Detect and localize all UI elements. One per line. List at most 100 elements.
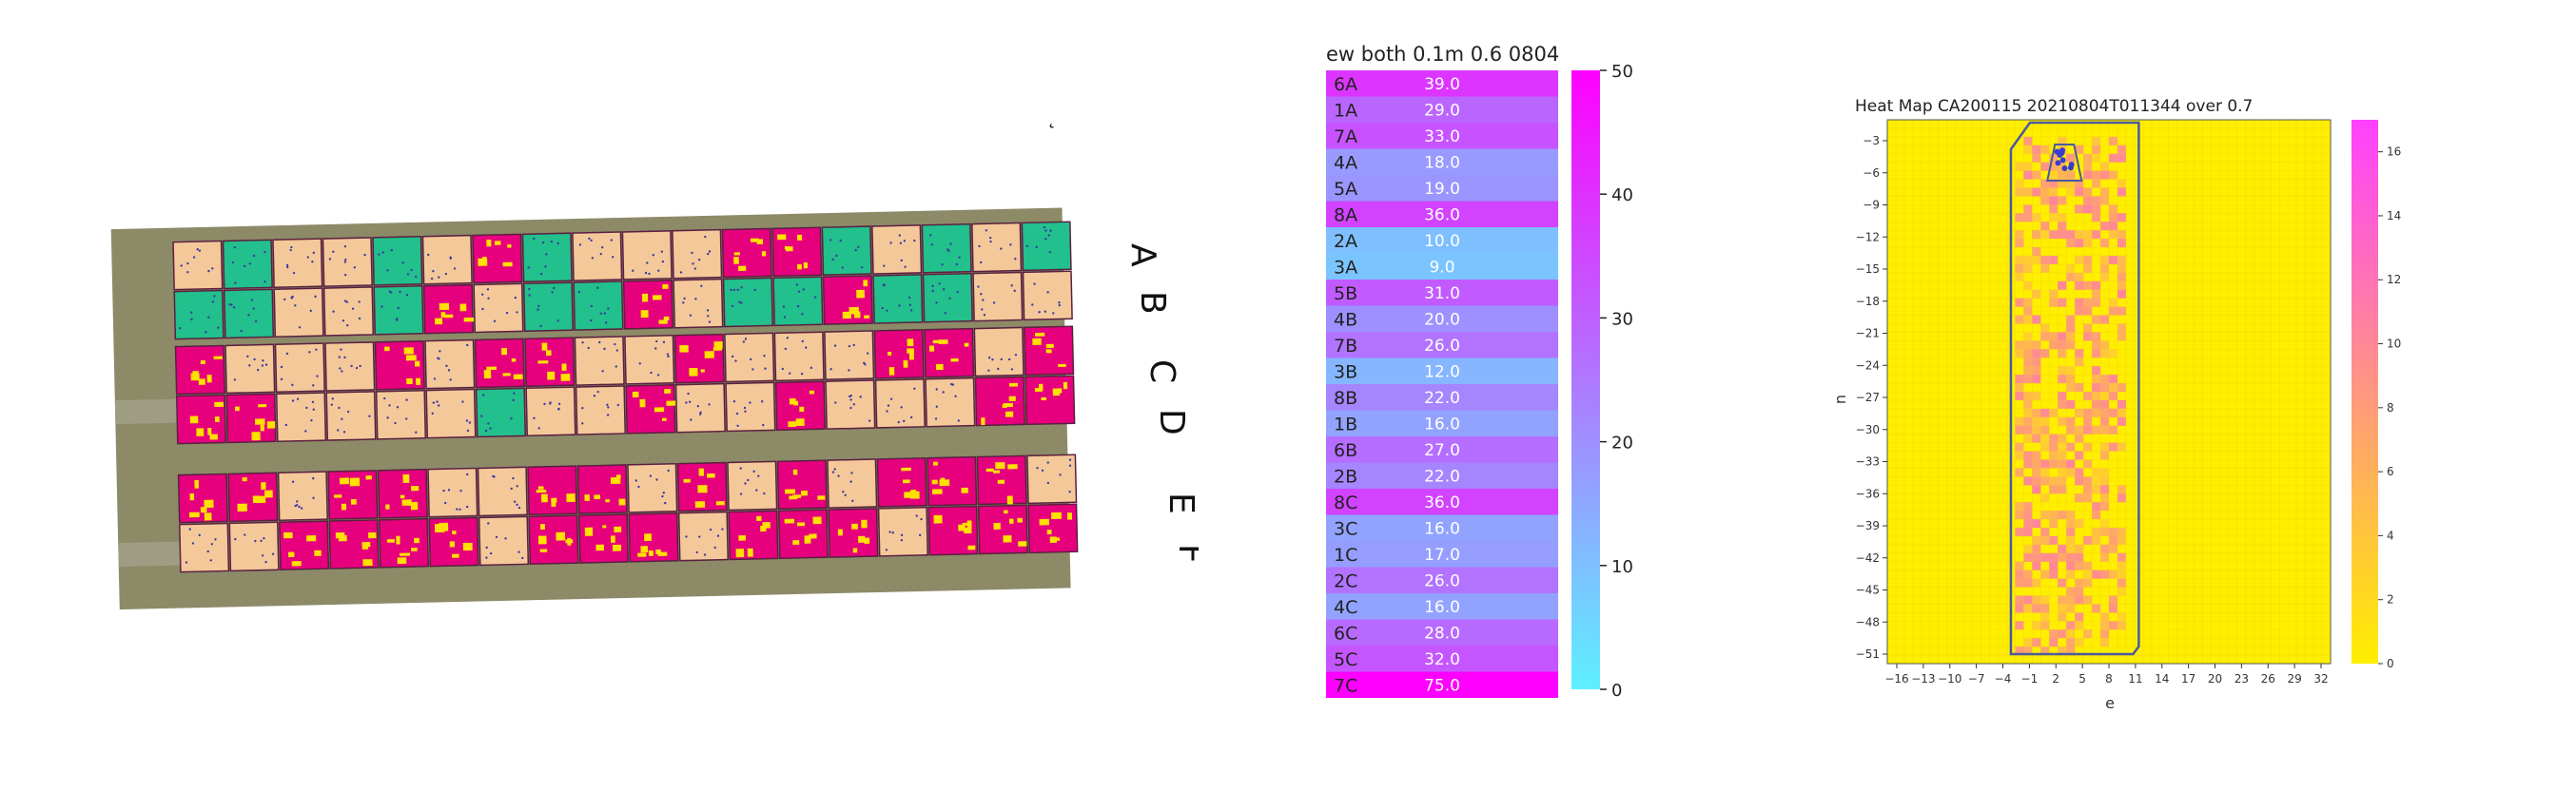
spatial-heat-map: Heat Map CA200115 20210804T011344 over 0… <box>1826 86 2435 713</box>
plot-speck <box>537 486 544 490</box>
plot-speck <box>397 557 407 565</box>
heat-cell <box>2023 638 2033 647</box>
plot-cell <box>375 389 427 440</box>
plot-dot <box>800 373 804 376</box>
plot-cell <box>328 519 380 570</box>
plot-speck <box>610 535 615 543</box>
heat-cell <box>2117 587 2126 596</box>
heat-cell <box>2066 272 2076 281</box>
plot-dot <box>1031 303 1034 306</box>
plot-dot <box>280 365 283 369</box>
plot-dot <box>648 272 651 276</box>
plot-speck <box>595 544 605 551</box>
plot-dot <box>383 396 386 400</box>
heat-cell <box>2058 375 2067 384</box>
heat-cell <box>2023 213 2033 222</box>
plot-dot <box>493 319 497 322</box>
plot-dot <box>290 245 293 249</box>
plot-dot <box>459 508 461 511</box>
heat-cell <box>2040 425 2050 435</box>
plot-speck <box>406 377 413 385</box>
heat-cell <box>2015 621 2024 630</box>
heat-cell <box>2015 604 2024 613</box>
plot-dot <box>948 297 951 299</box>
heat-cell <box>2058 392 2067 400</box>
plot-speck <box>196 428 205 436</box>
heat-cell <box>2023 256 2033 264</box>
heat-cell <box>2023 349 2033 358</box>
heat-cell <box>2015 298 2024 307</box>
plot-dot <box>485 556 488 559</box>
heat-cell <box>2058 451 2067 460</box>
heat-cell <box>2049 552 2059 562</box>
plot-speck <box>747 548 753 557</box>
heat-cell <box>2023 416 2033 426</box>
plot-speck <box>644 533 652 542</box>
heat-cell <box>2066 323 2076 333</box>
plot-cell <box>1026 454 1078 505</box>
plot-speck <box>664 388 672 394</box>
heat-cell <box>2117 621 2126 630</box>
heat-cell <box>2100 349 2109 358</box>
heat-cell <box>2117 552 2126 562</box>
heat-cell <box>2032 213 2041 222</box>
plot-speck <box>396 535 400 545</box>
plot-dot <box>942 391 945 394</box>
plot-dot <box>900 259 903 262</box>
heat-cell <box>2092 136 2101 145</box>
heat-cell <box>2032 476 2041 486</box>
cell-value: 9.0 <box>1429 258 1454 277</box>
heat-cell <box>2092 383 2101 392</box>
heatmap-cell <box>1326 514 1558 541</box>
plot-speck <box>1018 541 1027 547</box>
heat-cell <box>2100 502 2109 512</box>
plot-dot <box>909 309 913 312</box>
heat-cell <box>2049 638 2059 647</box>
heatmap-cell <box>1326 410 1558 436</box>
plot-speck <box>993 522 1001 530</box>
heat-cell <box>2066 442 2076 452</box>
plot-dot <box>233 246 237 249</box>
heat-cell <box>2100 451 2109 460</box>
heat-cell <box>2075 595 2084 605</box>
plot-speck <box>213 356 223 359</box>
plot-cell <box>527 465 578 516</box>
plot-dot <box>207 269 210 273</box>
heat-cell <box>2117 145 2126 154</box>
plot-dot <box>1014 257 1017 261</box>
plot-dot <box>801 339 805 343</box>
heat-cell <box>2023 366 2033 376</box>
plot-dot <box>459 489 462 493</box>
plot-speck <box>188 512 200 518</box>
x-axis-label: e <box>2105 694 2115 712</box>
plot-speck <box>507 244 512 248</box>
sensor-point <box>2061 164 2068 171</box>
heat-cell <box>2109 595 2117 605</box>
plot-dot <box>449 378 452 381</box>
cell-value: 75.0 <box>1424 676 1460 695</box>
heat-cell <box>2066 511 2076 520</box>
heat-cell <box>2023 375 2033 384</box>
plot-speck <box>263 490 273 498</box>
plot-dot <box>537 427 540 430</box>
plot-speck <box>198 378 205 385</box>
plot-dot <box>437 357 439 359</box>
plot-dot <box>309 309 313 313</box>
plot-speck <box>792 540 800 546</box>
heat-cell <box>2083 332 2093 341</box>
heatmap-cell <box>1326 619 1558 646</box>
plot-dot <box>1013 289 1016 293</box>
plot-dot <box>466 429 470 433</box>
plot-dot <box>739 493 743 495</box>
plot-cell <box>821 225 872 276</box>
plot-dot <box>310 418 313 422</box>
heat-cell <box>2049 179 2059 188</box>
plot-dot <box>740 286 743 289</box>
plot-dot <box>262 359 264 362</box>
heat-cell <box>2066 629 2076 639</box>
heat-cell <box>2032 459 2041 469</box>
heat-cell <box>2100 416 2109 426</box>
heat-cell <box>2058 544 2067 553</box>
cell-value: 33.0 <box>1424 127 1460 146</box>
plot-cell <box>377 468 428 519</box>
